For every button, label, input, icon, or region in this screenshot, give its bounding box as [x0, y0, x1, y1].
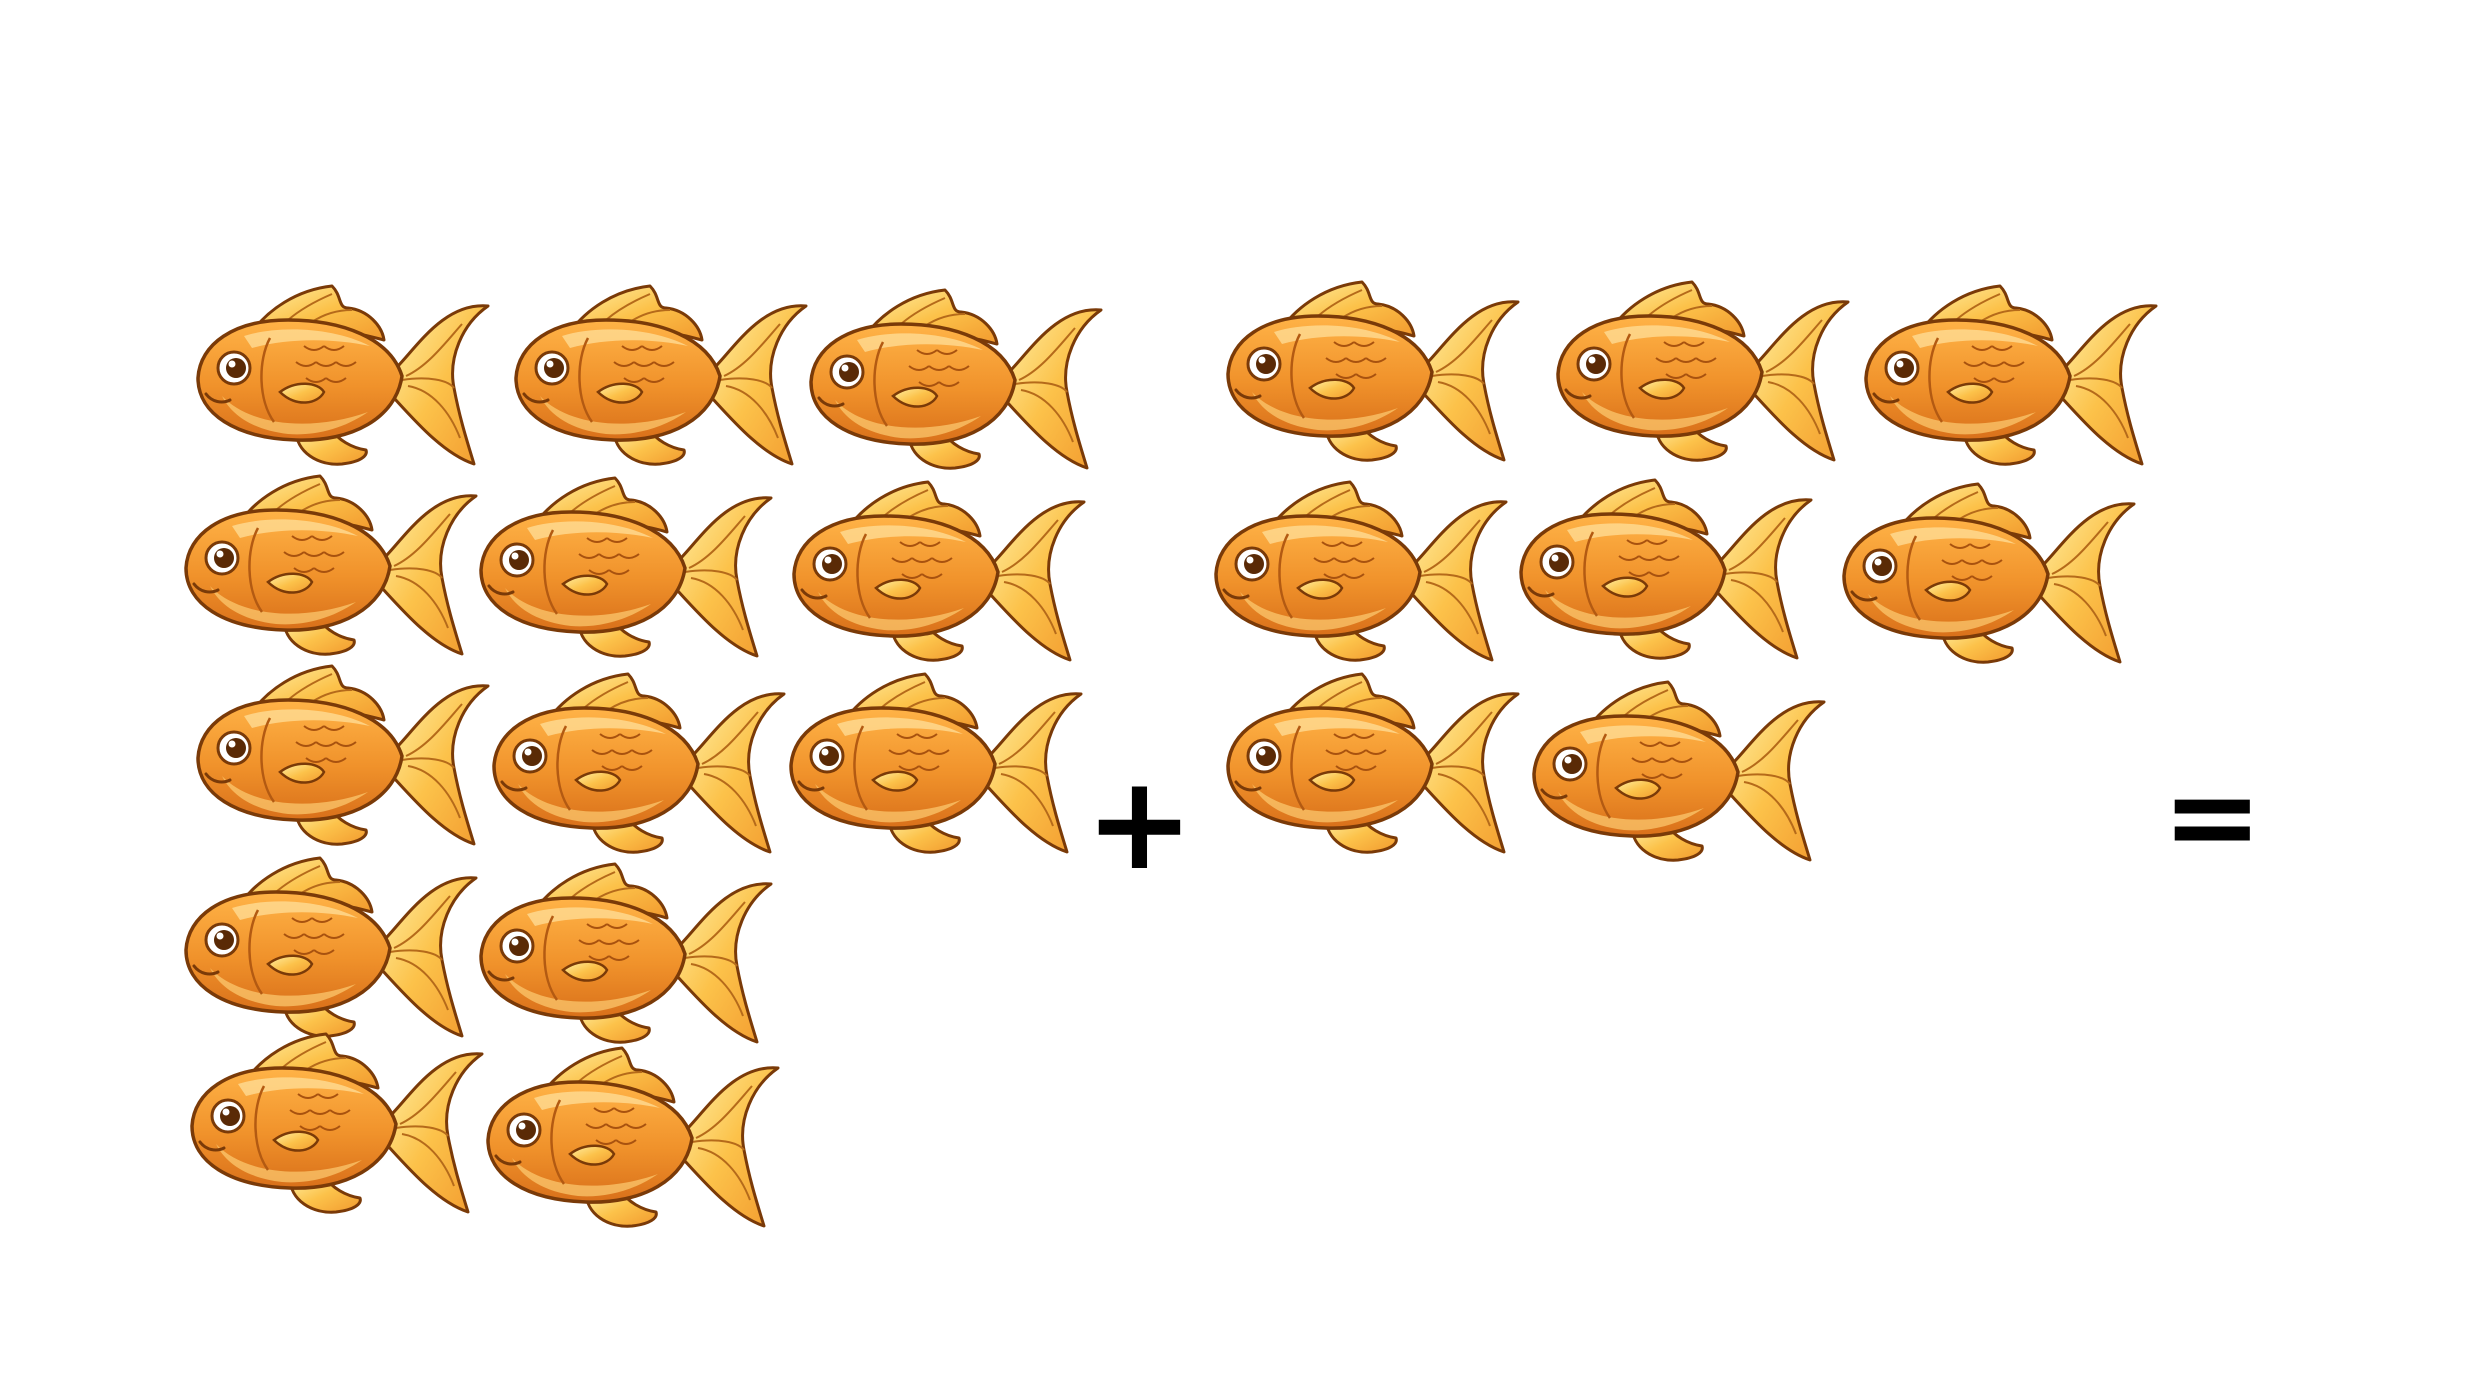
goldfish-icon: [1222, 668, 1522, 856]
goldfish-icon: [805, 284, 1105, 472]
goldfish-icon: [482, 1042, 782, 1230]
goldfish-icon: [510, 280, 810, 468]
goldfish-icon: [1528, 676, 1828, 864]
goldfish-icon: [785, 668, 1085, 856]
goldfish-icon: [180, 852, 480, 1040]
goldfish-icon: [1860, 280, 2160, 468]
equals-sign: =: [2162, 748, 2263, 887]
goldfish-icon: [1210, 476, 1510, 664]
goldfish-icon: [475, 472, 775, 660]
goldfish-icon: [488, 668, 788, 856]
goldfish-icon: [1222, 276, 1522, 464]
goldfish-icon: [186, 1028, 486, 1216]
goldfish-icon: [1838, 478, 2138, 666]
goldfish-icon: [475, 858, 775, 1046]
goldfish-icon: [192, 660, 492, 848]
goldfish-icon: [180, 470, 480, 658]
plus-sign: +: [1085, 747, 1194, 899]
goldfish-icon: [788, 476, 1088, 664]
goldfish-icon: [192, 280, 492, 468]
goldfish-icon: [1552, 276, 1852, 464]
goldfish-icon: [1515, 474, 1815, 662]
